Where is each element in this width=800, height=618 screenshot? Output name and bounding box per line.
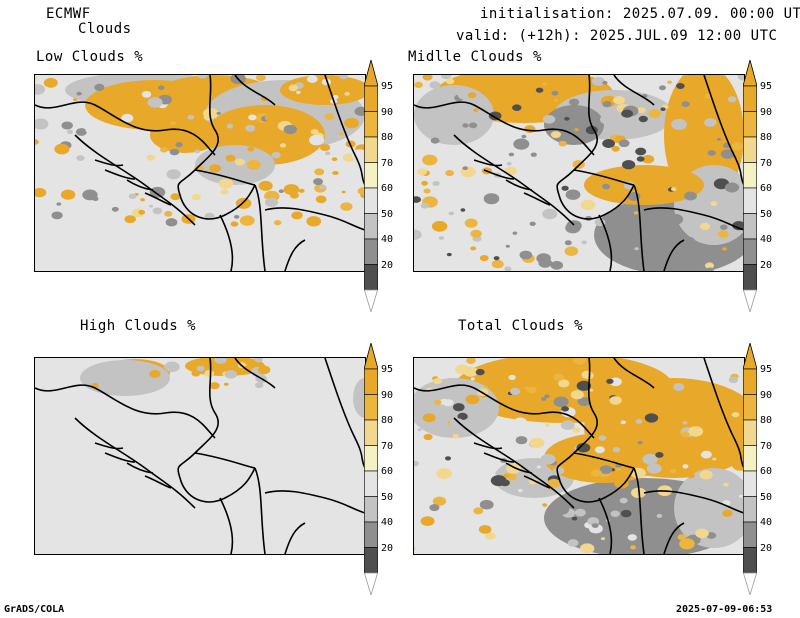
colorbar-tick-label: 80 [760,415,773,426]
colorbar-tick-label: 60 [381,466,394,477]
map-graphic [414,358,744,554]
colorbar-tick-label: 80 [381,415,394,426]
colorbar-tick-label: 70 [381,157,394,169]
colorbar-tick-label: 50 [760,491,773,503]
colorbar-tick-label: 70 [760,157,773,169]
map-panel-low-clouds [34,74,366,272]
colorbar-tick-label: 80 [381,132,394,143]
colorbar-tick-label: 60 [381,183,394,194]
colorbar-tick-label: 20 [760,259,773,271]
valid-time-label: valid: (+12h): 2025.JUL.09 12:00 UTC [456,28,778,44]
colorbar-tick-label: 95 [760,81,773,92]
model-label: ECMWF [46,6,91,22]
colorbar-low [363,58,379,314]
panel-title-middle: Midlle Clouds % [408,49,542,65]
colorbar-high [363,341,379,597]
panel-title-total: Total Clouds % [458,318,584,334]
colorbar-tick-label: 40 [760,517,773,528]
map-graphic [35,75,365,271]
colorbar-tick-label: 60 [760,183,773,194]
map-panel-middle-clouds [413,74,745,272]
panel-title-low: Low Clouds % [36,49,144,65]
colorbar-tick-label: 95 [760,364,773,375]
parameter-label: Clouds [78,21,132,37]
colorbar-tick-label: 70 [381,440,394,452]
colorbar-tick-label: 60 [760,466,773,477]
colorbar-tick-label: 40 [760,234,773,245]
colorbar-middle [742,58,758,314]
colorbar-tick-label: 20 [381,542,394,554]
colorbar-tick-label: 80 [760,132,773,143]
colorbar-tick-label: 20 [760,542,773,554]
colorbar-tick-label: 40 [381,517,394,528]
software-credit: GrADS/COLA [4,604,65,615]
colorbar-tick-label: 90 [760,389,773,401]
render-timestamp: 2025-07-09-06:53 [676,604,773,615]
colorbar-tick-label: 95 [381,364,394,375]
initialisation-label: initialisation: 2025.07.09. 00:00 UTC [480,6,800,22]
colorbar-tick-label: 40 [381,234,394,245]
colorbar-tick-label: 50 [760,208,773,220]
map-graphic [35,358,365,554]
colorbar-tick-label: 70 [760,440,773,452]
colorbar-total [742,341,758,597]
colorbar-tick-label: 90 [760,106,773,118]
colorbar-tick-label: 90 [381,389,394,401]
colorbar-tick-label: 50 [381,208,394,220]
map-panel-total-clouds [413,357,745,555]
panel-title-high: High Clouds % [80,318,197,334]
map-graphic [414,75,744,271]
colorbar-graphic [742,341,758,597]
colorbar-tick-label: 95 [381,81,394,92]
colorbar-graphic [742,58,758,314]
colorbar-graphic [363,341,379,597]
colorbar-tick-label: 20 [381,259,394,271]
colorbar-tick-label: 90 [381,106,394,118]
colorbar-graphic [363,58,379,314]
colorbar-tick-label: 50 [381,491,394,503]
map-panel-high-clouds [34,357,366,555]
